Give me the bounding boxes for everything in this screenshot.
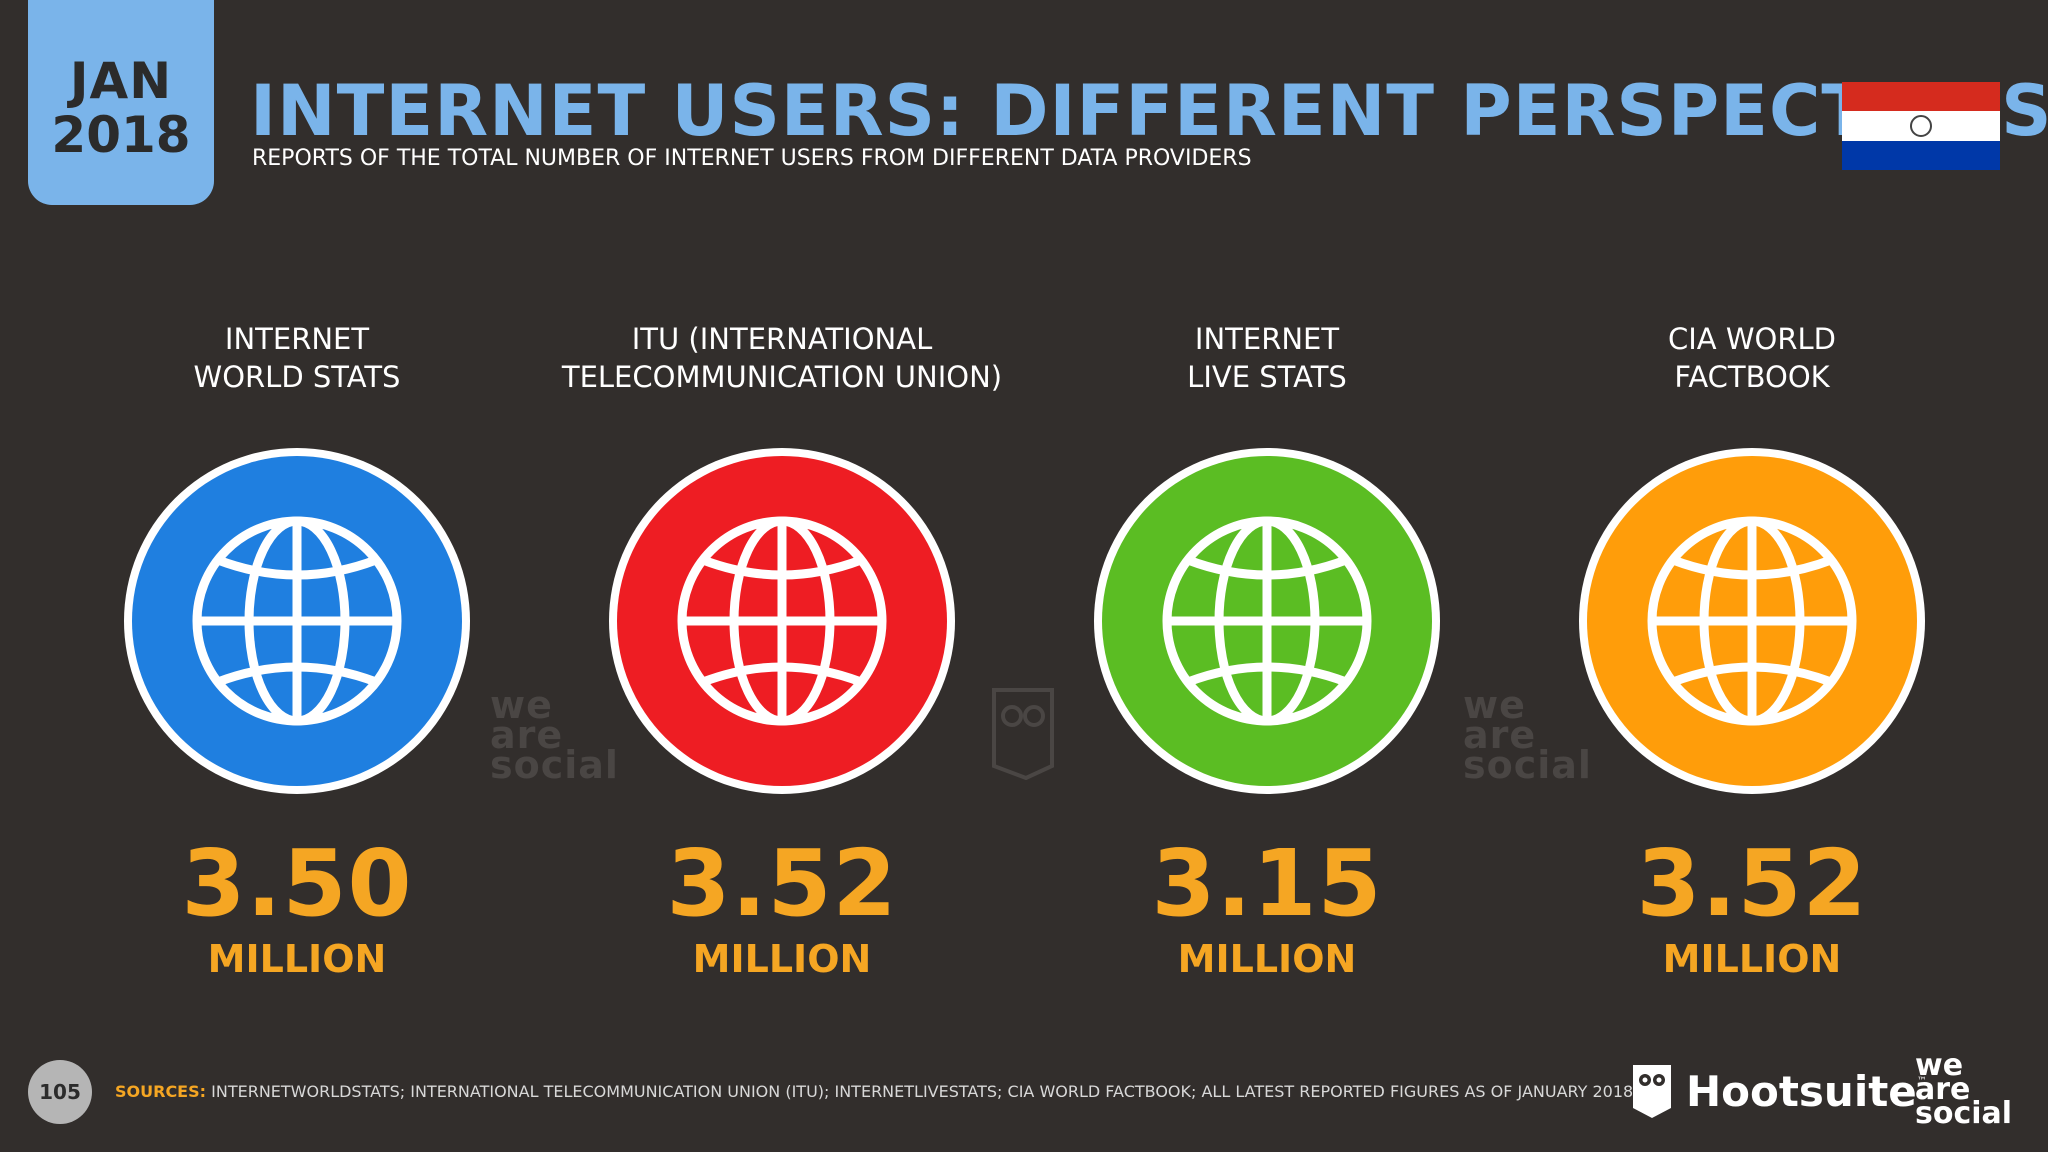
- provider-label: INTERNET LIVE STATS: [1187, 322, 1347, 394]
- provider-circle: [609, 448, 955, 794]
- provider-card: CIA WORLD FACTBOOK 3.52 MILLION: [1512, 320, 1992, 978]
- page-subtitle: REPORTS OF THE TOTAL NUMBER OF INTERNET …: [252, 146, 1252, 171]
- provider-card: INTERNET LIVE STATS 3.15 MILLION: [1027, 320, 1507, 978]
- provider-label: CIA WORLD FACTBOOK: [1668, 322, 1836, 394]
- provider-circle: [1579, 448, 1925, 794]
- globe-icon: [1102, 456, 1432, 786]
- provider-unit: MILLION: [1662, 937, 1842, 981]
- badge-year: 2018: [51, 105, 191, 164]
- sources-text: INTERNETWORLDSTATS; INTERNATIONAL TELECO…: [211, 1082, 1639, 1101]
- provider-unit: MILLION: [1177, 937, 1357, 981]
- provider-value: 3.52: [666, 830, 898, 937]
- trademark-symbol: ™: [1916, 1076, 1927, 1087]
- hootsuite-wordmark: Hootsuite: [1686, 1066, 1917, 1116]
- we-are-social-watermark: we are social: [490, 683, 619, 787]
- provider-value: 3.15: [1151, 830, 1383, 937]
- owl-watermark-icon: [992, 688, 1054, 780]
- provider-unit: MILLION: [207, 937, 387, 981]
- sources-key: SOURCES:: [115, 1082, 207, 1101]
- we-are-social-watermark: we are social: [1463, 683, 1592, 787]
- date-badge: JAN 2018: [28, 0, 214, 205]
- provider-circle: [1094, 448, 1440, 794]
- owl-icon: [1633, 1065, 1671, 1118]
- provider-label: ITU (INTERNATIONAL TELECOMMUNICATION UNI…: [561, 322, 1003, 394]
- sources-note: SOURCES: INTERNETWORLDSTATS; INTERNATION…: [115, 1082, 1638, 1101]
- provider-circle: [124, 448, 470, 794]
- globe-icon: [617, 456, 947, 786]
- page-title: INTERNET USERS: DIFFERENT PERSPECTIVES: [250, 70, 2048, 152]
- provider-card: ITU (INTERNATIONAL TELECOMMUNICATION UNI…: [542, 320, 1022, 978]
- provider-card: INTERNET WORLD STATS 3.50 MILLION: [57, 320, 537, 978]
- provider-value: 3.52: [1636, 830, 1868, 937]
- we-are-social-logo: we are social: [1915, 1048, 2013, 1131]
- badge-month: JAN: [69, 51, 173, 110]
- provider-label: INTERNET WORLD STATS: [193, 322, 401, 394]
- paraguay-flag-icon: [1842, 82, 2000, 170]
- provider-unit: MILLION: [692, 937, 872, 981]
- hootsuite-logo: Hootsuite ™: [1630, 1062, 1927, 1120]
- provider-value: 3.50: [181, 830, 413, 937]
- page-number: 105: [28, 1060, 92, 1124]
- globe-icon: [132, 456, 462, 786]
- globe-icon: [1587, 456, 1917, 786]
